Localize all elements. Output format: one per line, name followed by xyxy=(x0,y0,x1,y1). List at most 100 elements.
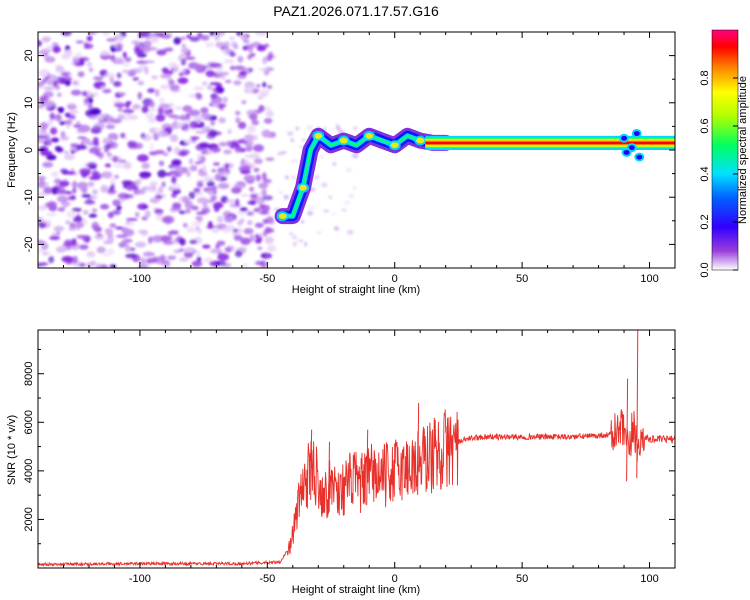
noise-blob xyxy=(84,236,90,244)
noise-blob xyxy=(91,260,96,265)
noise-blob xyxy=(143,40,152,48)
noise-blob xyxy=(198,142,210,149)
noise-blob xyxy=(183,251,194,259)
noise-blob xyxy=(69,146,77,151)
noise-blob xyxy=(51,137,60,143)
noise-blob xyxy=(243,174,254,182)
snr-series xyxy=(38,330,675,568)
noise-blob xyxy=(143,60,156,64)
noise-blob xyxy=(78,262,86,267)
noise-blob xyxy=(260,204,271,212)
y-tick-label: 20 xyxy=(23,49,35,61)
noise-blob xyxy=(287,131,294,136)
noise-blob xyxy=(268,245,273,253)
noise-blob xyxy=(88,213,98,218)
noise-blob xyxy=(188,94,198,98)
noise-blob xyxy=(43,99,55,108)
noise-blob xyxy=(165,172,172,177)
snr-line xyxy=(38,409,675,568)
noise-blob xyxy=(201,207,211,214)
noise-blob xyxy=(144,210,151,218)
noise-blob xyxy=(110,54,116,62)
noise-blob xyxy=(184,56,196,61)
noise-blob xyxy=(212,102,219,107)
noise-blob xyxy=(110,183,115,191)
noise-blob xyxy=(147,88,156,93)
noise-blob xyxy=(125,253,137,259)
noise-blob xyxy=(43,91,54,98)
snr-spike xyxy=(636,330,639,478)
noise-blob xyxy=(186,226,196,234)
noise-blob xyxy=(60,72,70,76)
noise-blob xyxy=(173,146,180,155)
x-tick-label: -100 xyxy=(129,573,151,585)
colorbar-tick-label: 0.2 xyxy=(699,214,711,229)
noise-blob xyxy=(195,226,200,231)
noise-blob xyxy=(184,139,193,144)
noise-blob xyxy=(70,89,82,96)
noise-blob xyxy=(173,165,183,170)
snr-spike xyxy=(310,429,313,501)
noise-blob xyxy=(148,108,157,113)
noise-blob xyxy=(56,189,68,195)
noise-blob xyxy=(69,222,76,229)
noise-blob xyxy=(59,121,66,125)
noise-blob xyxy=(121,239,128,246)
snr-spike xyxy=(327,441,330,514)
noise-blob xyxy=(231,187,242,194)
noise-blob xyxy=(246,125,257,133)
y-tick-label: 6000 xyxy=(23,410,35,434)
noise-blob xyxy=(280,151,287,155)
noise-blob xyxy=(323,209,330,213)
noise-blob xyxy=(216,215,224,223)
noise-blob xyxy=(122,161,132,170)
noise-blob xyxy=(222,41,231,47)
noise-blob xyxy=(217,182,230,189)
noise-blob xyxy=(64,49,73,57)
noise-blob xyxy=(94,262,101,268)
noise-blob xyxy=(209,82,222,86)
noise-blob xyxy=(316,231,323,235)
noise-blob xyxy=(86,251,96,258)
noise-blob xyxy=(145,113,155,119)
noise-blob xyxy=(213,162,220,166)
noise-blob xyxy=(163,70,174,75)
noise-blob xyxy=(68,114,76,120)
noise-blob xyxy=(184,201,194,209)
noise-blob xyxy=(64,120,72,125)
ridge-peak xyxy=(312,130,325,141)
noise-blob xyxy=(142,134,152,142)
colorbar-label: Normalized spectral amplitude xyxy=(737,76,749,224)
noise-blob xyxy=(216,66,222,74)
noise-blob xyxy=(60,168,68,174)
noise-blob xyxy=(206,225,216,230)
tone-band-layer xyxy=(425,141,675,145)
spectrogram-noise-field xyxy=(38,32,359,268)
colorbar-tick-label: 0.6 xyxy=(699,118,711,133)
y-tick-label: 2000 xyxy=(23,507,35,531)
noise-blob xyxy=(122,51,127,59)
noise-blob xyxy=(332,162,337,166)
noise-blob xyxy=(193,86,205,91)
noise-blob xyxy=(45,213,58,217)
noise-blob xyxy=(53,225,65,232)
noise-blob xyxy=(88,98,94,104)
colorbar-tick-label: 0.0 xyxy=(699,262,711,277)
noise-blob xyxy=(256,45,267,52)
noise-blob xyxy=(249,53,256,57)
noise-blob xyxy=(131,40,140,45)
noise-blob xyxy=(121,62,131,67)
x-tick-label: 50 xyxy=(516,573,528,585)
noise-blob xyxy=(38,205,48,211)
noise-blob xyxy=(109,223,117,228)
noise-blob xyxy=(44,56,56,63)
noise-blob xyxy=(227,128,232,135)
noise-blob xyxy=(105,124,116,130)
noise-blob xyxy=(140,175,150,180)
noise-blob xyxy=(195,130,206,135)
noise-blob xyxy=(220,75,225,80)
noise-blob xyxy=(101,171,113,179)
noise-blob xyxy=(210,120,215,126)
noise-blob xyxy=(262,195,273,201)
noise-blob xyxy=(259,211,270,215)
